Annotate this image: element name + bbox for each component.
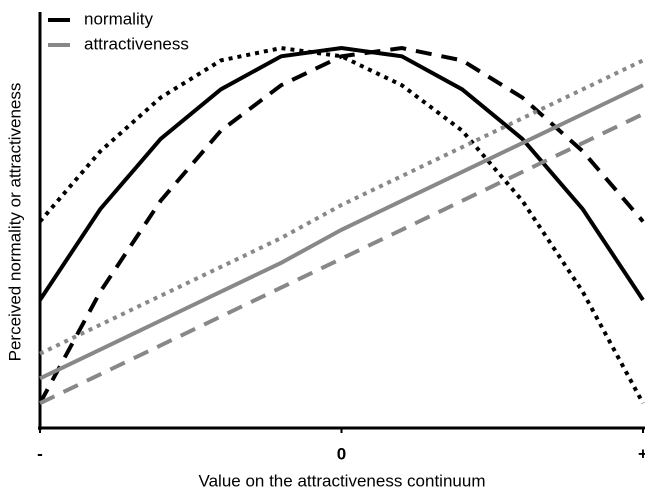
series-line xyxy=(38,46,645,405)
x-tick-label: - xyxy=(37,444,43,463)
x-tick-label: 0 xyxy=(337,444,346,463)
x-axis-label: Value on the attractiveness continuum xyxy=(199,471,486,490)
series-line xyxy=(39,58,644,356)
series-line xyxy=(39,83,644,381)
series-line xyxy=(38,46,645,405)
legend-label: normality xyxy=(84,9,153,28)
series-line xyxy=(38,46,645,302)
x-tick-label: + xyxy=(638,444,645,463)
legend-label: attractiveness xyxy=(84,34,189,53)
y-axis-label: Perceived normality or attractiveness xyxy=(5,83,24,362)
series-line xyxy=(39,112,644,406)
